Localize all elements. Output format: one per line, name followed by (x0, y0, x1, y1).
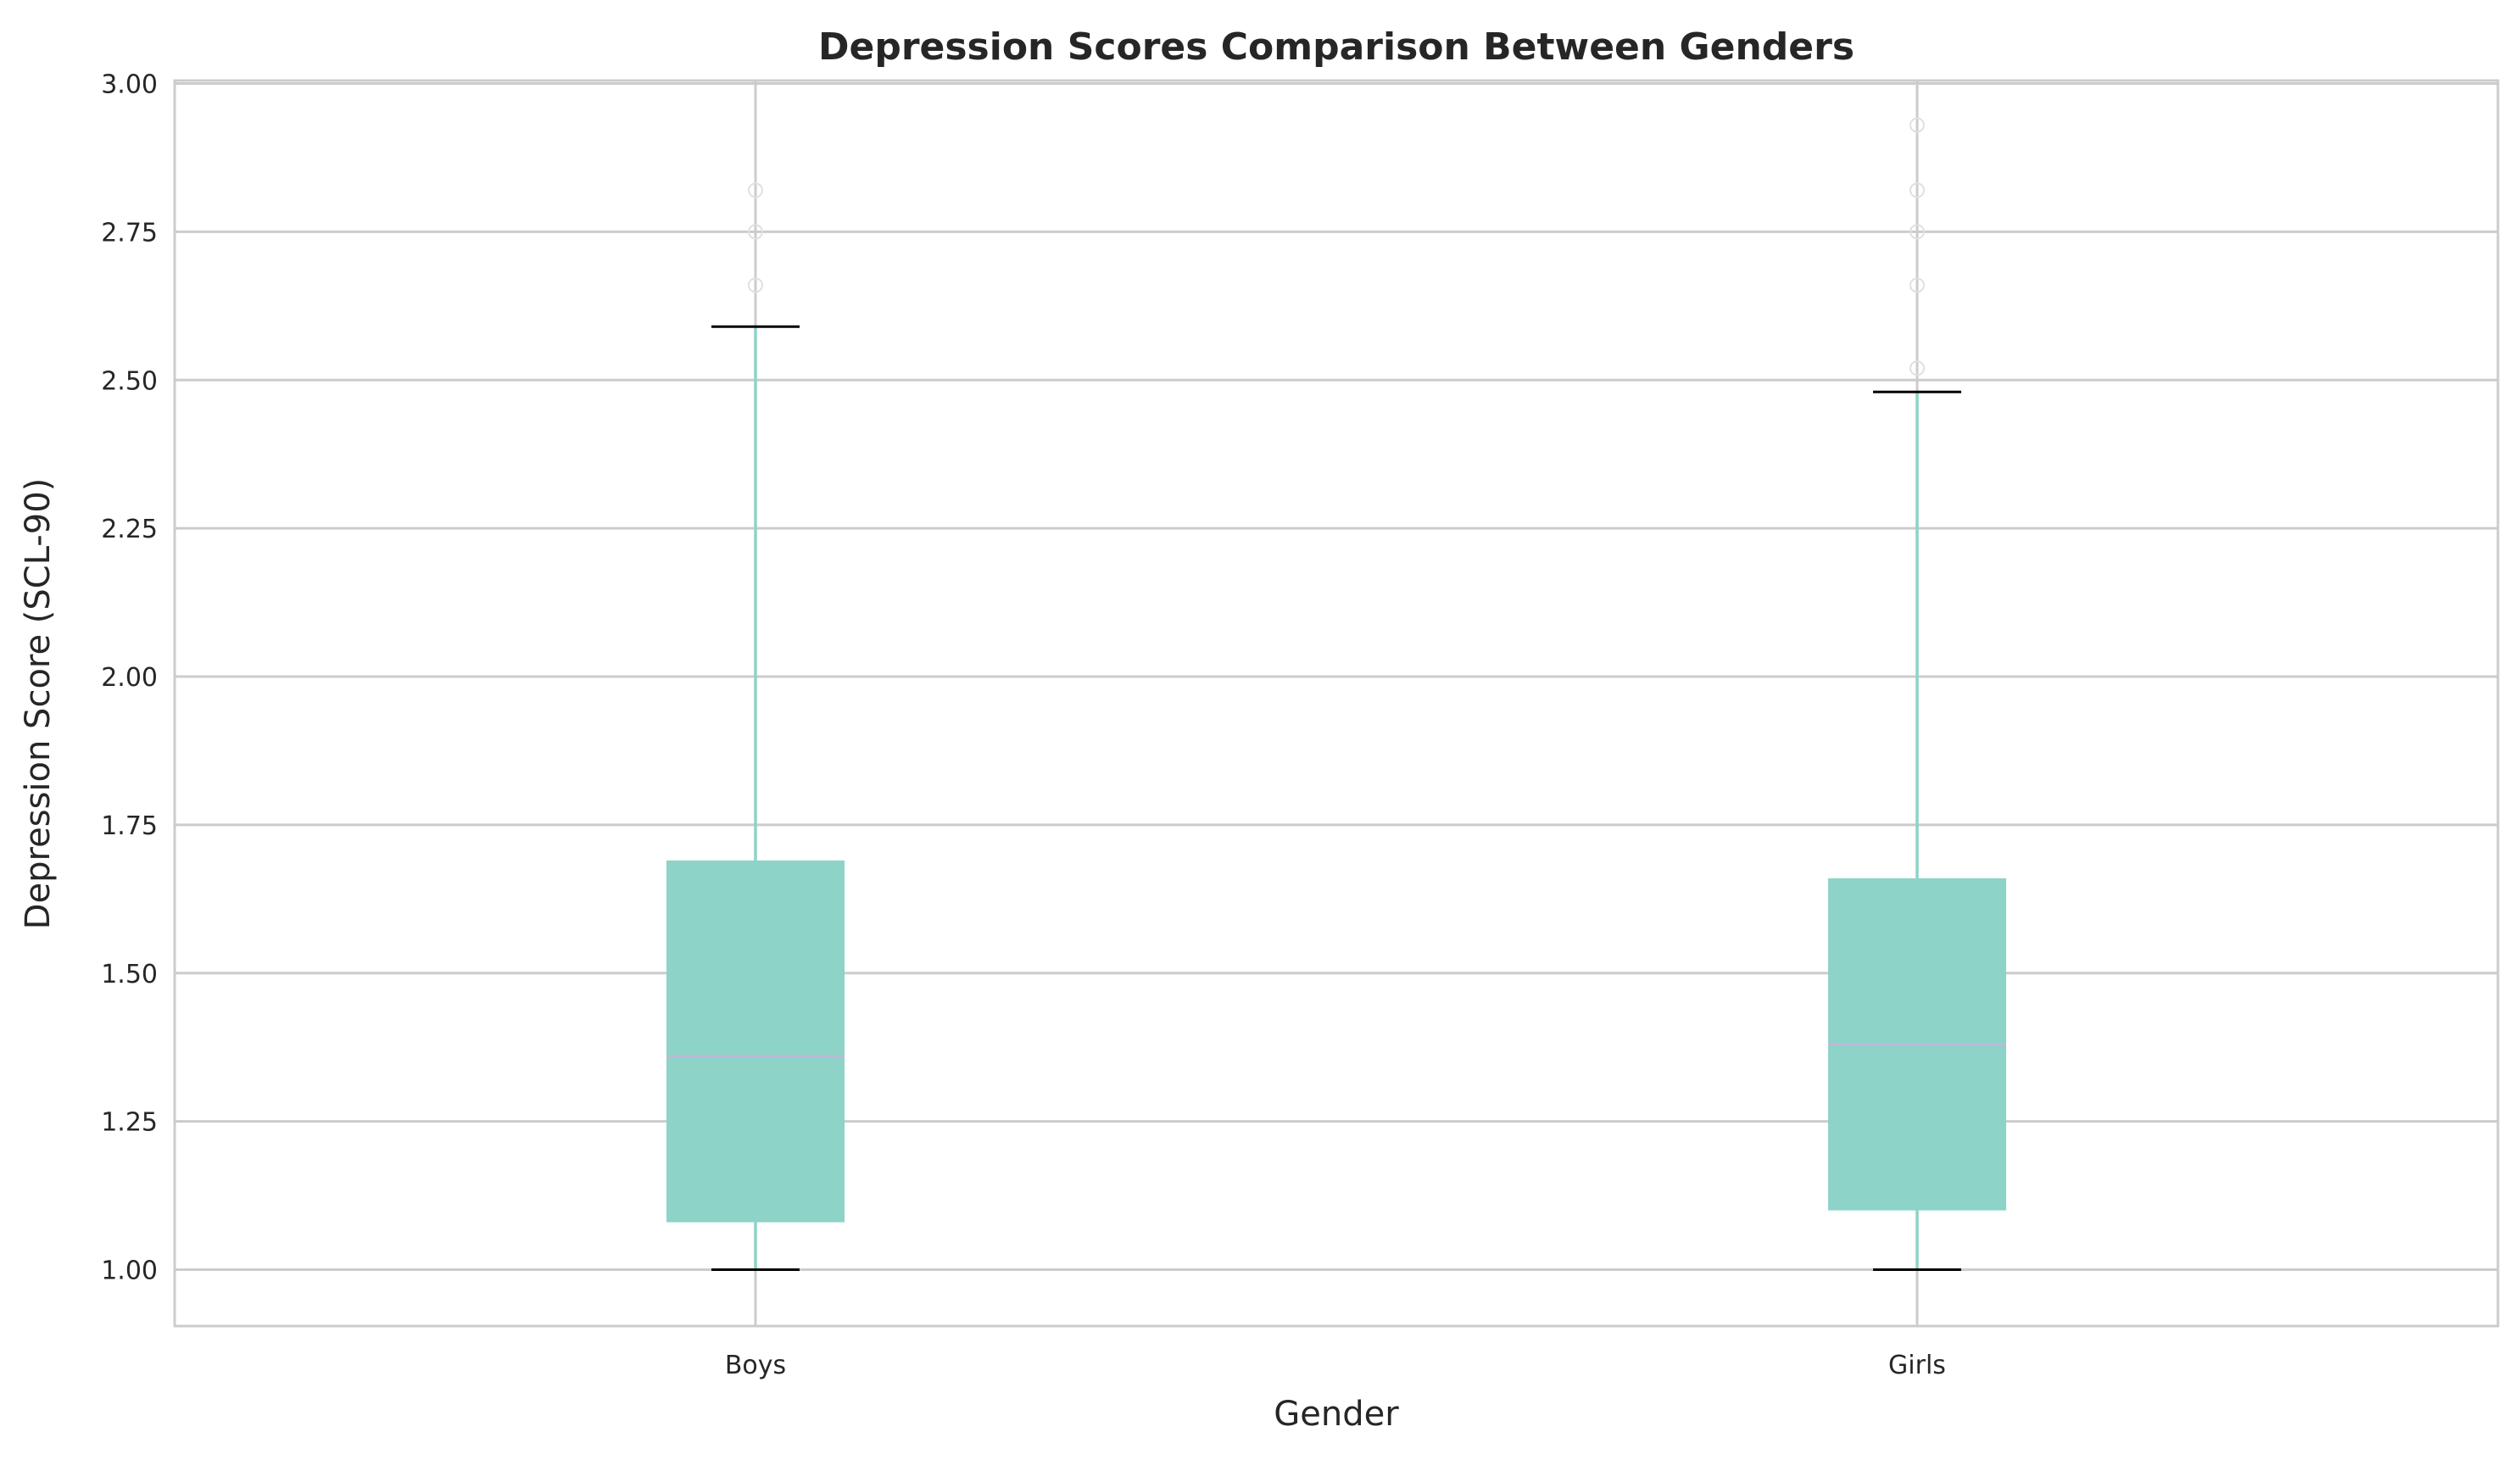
flier-point (748, 182, 763, 198)
flier-point (1910, 224, 1925, 240)
x-tick-labels: Boys Girls (725, 1351, 1946, 1380)
flier-point (1910, 117, 1925, 133)
grid-lines (175, 81, 2498, 1326)
y-tick-label: 1.75 (101, 811, 158, 841)
flier-point (1910, 182, 1925, 198)
box-girls (1828, 117, 2006, 1272)
y-tick-label: 2.25 (101, 515, 158, 544)
box-plots (666, 117, 2006, 1272)
y-tick-label: 2.75 (101, 218, 158, 248)
flier-point (748, 224, 763, 240)
y-tick-labels: 1.00 1.25 1.50 1.75 2.00 2.25 2.50 2.75 3.00 (101, 70, 158, 1285)
y-tick-label: 1.50 (101, 960, 158, 989)
flier-point (748, 277, 763, 293)
x-axis-label: Gender (1274, 1395, 1399, 1434)
y-tick-label: 1.25 (101, 1108, 158, 1138)
y-tick-label: 2.00 (101, 663, 158, 693)
iqr-box (666, 860, 845, 1223)
plot-frame (173, 79, 2500, 1328)
y-tick-label: 2.50 (101, 366, 158, 396)
y-tick-label: 1.00 (101, 1257, 158, 1286)
x-tick-label: Girls (1888, 1351, 1946, 1380)
y-axis-label: Depression Score (SCL-90) (19, 478, 58, 930)
chart-title: Depression Scores Comparison Between Gen… (818, 25, 1854, 69)
y-tick-label: 3.00 (101, 70, 158, 99)
flier-point (1910, 277, 1925, 293)
box-boys (666, 182, 845, 1272)
x-tick-label: Boys (725, 1351, 786, 1380)
flier-point (1910, 360, 1925, 376)
